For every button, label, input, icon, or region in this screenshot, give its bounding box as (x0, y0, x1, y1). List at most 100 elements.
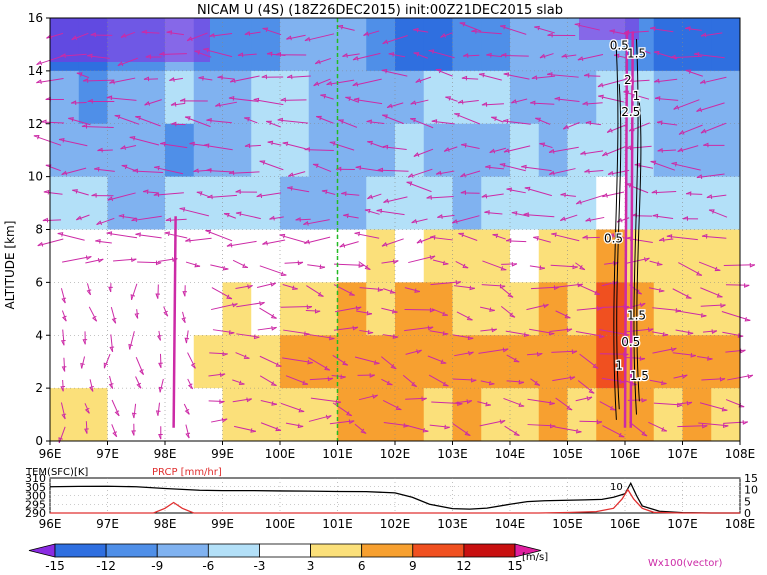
heatmap-cell (50, 176, 80, 230)
heatmap-cell (107, 229, 137, 283)
wind-vector-head (534, 25, 540, 31)
contour-label: 2 (624, 73, 632, 87)
wind-vector (382, 146, 407, 150)
wind-vector (97, 149, 113, 152)
heatmap-cell (510, 229, 540, 283)
surface-x-tick-label: 103E (437, 517, 468, 531)
heatmap-cell (711, 70, 741, 125)
wind-vector-head (131, 430, 136, 436)
wind-vector-head (235, 189, 241, 194)
wind-vector-head (304, 36, 311, 42)
heatmap-cell (481, 229, 511, 283)
heatmap-cell (337, 229, 367, 283)
wind-vector-head (500, 24, 506, 30)
wind-vector-head (156, 335, 162, 341)
wind-vector-head (205, 229, 212, 235)
heatmap-cell (165, 123, 195, 178)
wind-vector-head (588, 388, 595, 394)
wind-vector-head (352, 56, 359, 61)
wind-vector (685, 27, 702, 31)
wind-vector-head (638, 48, 645, 53)
wind-vector-head (243, 354, 250, 359)
y-tick-label: 8 (35, 223, 43, 237)
colorbar-segment (156, 543, 209, 558)
heatmap-cell (337, 176, 367, 230)
wind-vector-head (381, 68, 388, 74)
wind-vector-head (701, 233, 708, 239)
heatmap-cell (107, 388, 137, 442)
wind-vector-head (256, 193, 263, 198)
wind-vector-head (238, 380, 245, 385)
wind-vector-head (155, 410, 161, 416)
x-tick-label: 106E (610, 447, 641, 461)
heatmap-cell (222, 282, 252, 336)
wind-vector-head (219, 399, 225, 404)
wind-vector-head (719, 376, 726, 382)
wind-vector-head (531, 75, 538, 80)
wind-vector-head (481, 102, 488, 107)
wind-vector (523, 214, 555, 218)
wind-vector-head (509, 312, 516, 318)
wind-vector (267, 141, 282, 146)
wind-vector-head (485, 164, 491, 170)
wind-vector-head (658, 287, 665, 293)
wind-vector-head (159, 51, 165, 57)
wind-vector-head (749, 262, 756, 268)
wind-vector-head (666, 234, 673, 239)
wind-vector (440, 32, 453, 38)
wind-vector-head (145, 54, 151, 59)
heatmap-cell (251, 388, 281, 442)
wind-vector (452, 334, 474, 339)
wind-vector-head (181, 317, 187, 324)
heatmap-cell (625, 282, 655, 336)
wind-vector-head (271, 401, 277, 406)
wind-vector-head (594, 290, 600, 295)
wind-vector-head (671, 161, 678, 167)
wind-vector-head (270, 381, 277, 387)
wind-vector-head (328, 335, 335, 341)
heatmap-cell (711, 282, 741, 336)
wind-vector-head (499, 163, 506, 168)
wind-vector (623, 31, 629, 428)
heatmap-cell (510, 176, 540, 230)
wind-vector-head (602, 151, 608, 157)
wind-vector (210, 264, 229, 270)
wind-vector-head (547, 72, 553, 77)
wind-vector-head (524, 186, 531, 192)
heatmap-cell (682, 70, 712, 125)
wind-vector-head (429, 235, 436, 240)
wind-vector-head (261, 74, 267, 80)
wind-vector-head (107, 196, 114, 202)
surface-x-tick-label: 97E (96, 517, 119, 531)
surface-right-tick-label: 10 (744, 484, 758, 497)
wind-vector-head (372, 394, 378, 399)
surface-x-tick-label: 105E (552, 517, 583, 531)
wind-vector-head (343, 213, 349, 219)
wind-vector-head (108, 286, 113, 293)
heatmap-cell (107, 335, 137, 389)
wind-vector-head (572, 264, 578, 270)
colorbar-unit: [m/s] (522, 552, 548, 563)
wind-vector (211, 287, 233, 300)
wind-vector (212, 329, 235, 334)
wind-vector-head (428, 49, 435, 54)
colorbar-tick-label: -6 (202, 559, 214, 573)
wind-vector-head (406, 181, 413, 186)
wind-vector-head (500, 52, 507, 58)
wind-vector (673, 374, 688, 379)
wind-vector-head (114, 410, 120, 417)
heatmap-cell (136, 176, 166, 230)
wind-vector-head (166, 30, 173, 35)
wind-vector-head (355, 165, 362, 171)
wind-vector-head (623, 304, 629, 310)
wind-vector-head (583, 73, 590, 78)
wind-vector (129, 331, 135, 350)
wind-vector-head (184, 337, 190, 344)
wind-vector (501, 263, 517, 265)
wind-vector-head (76, 72, 83, 77)
wind-vector-head (440, 33, 447, 38)
wind-vector (58, 426, 66, 444)
wind-vector (110, 306, 117, 324)
wind-vector-head (652, 213, 659, 219)
wind-vector-head (267, 140, 274, 146)
